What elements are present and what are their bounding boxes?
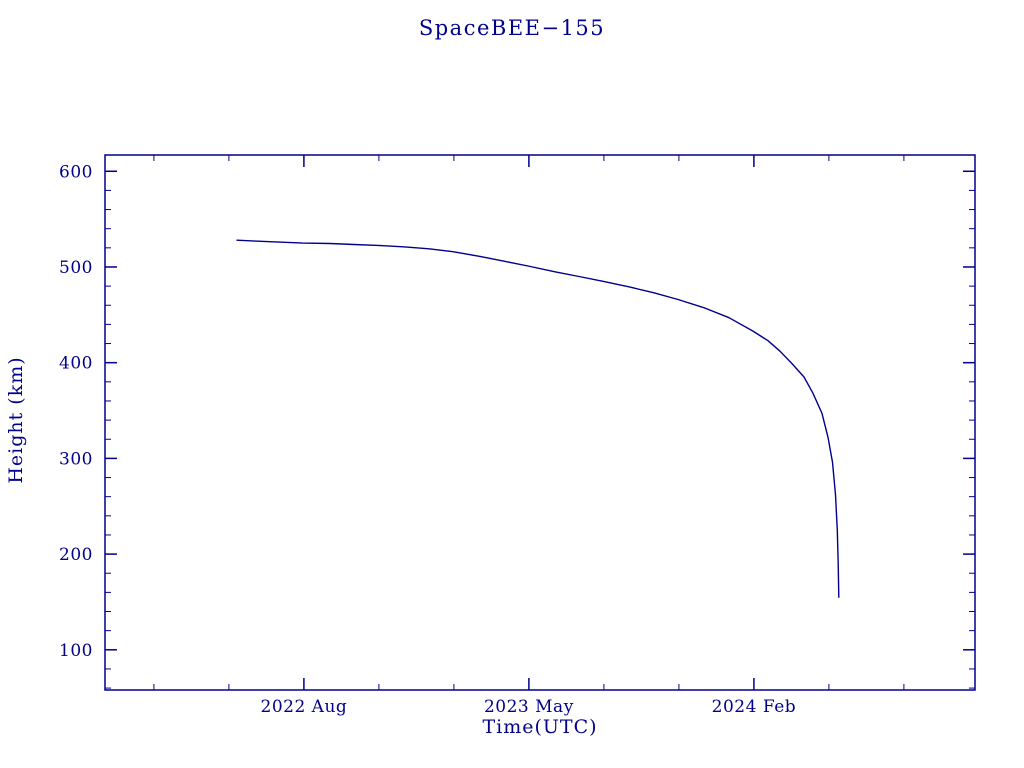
height-series-line [236,239,840,598]
y-tick-label: 100 [59,641,93,661]
y-tick-label: 200 [59,545,93,565]
plot-frame [104,154,976,691]
x-tick-label: 2023 May [484,697,574,717]
y-tick-label: 500 [59,258,93,278]
x-tick-label: 2022 Aug [261,697,348,717]
y-tick-label: 400 [59,354,93,374]
chart-title: SpaceBEE−155 [418,16,606,40]
y-tick-label: 600 [59,162,93,182]
x-tick-label: 2024 Feb [712,697,796,717]
y-tick-label: 300 [59,449,93,469]
x-axis-label: Time(UTC) [482,716,598,738]
